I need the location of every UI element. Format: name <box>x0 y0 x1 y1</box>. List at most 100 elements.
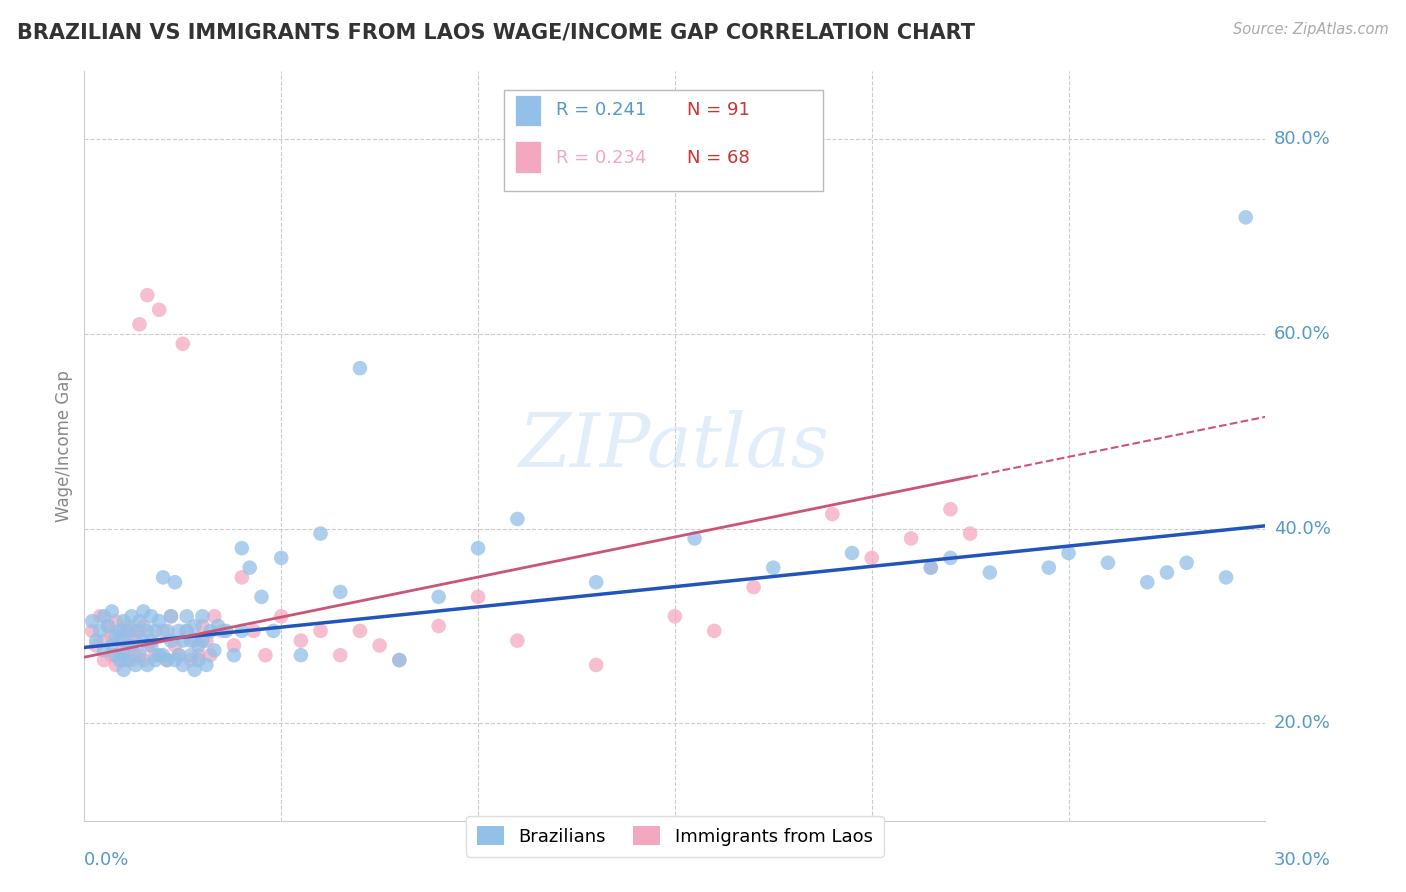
Point <box>231 541 253 556</box>
Point <box>163 639 186 653</box>
Point <box>180 648 202 663</box>
Point <box>112 663 135 677</box>
Point <box>329 585 352 599</box>
Point <box>427 619 450 633</box>
Point <box>585 657 607 672</box>
Point <box>141 609 163 624</box>
Point <box>160 633 183 648</box>
Text: 40.0%: 40.0% <box>1274 520 1330 538</box>
Point <box>180 653 202 667</box>
Point <box>156 653 179 667</box>
Point <box>167 648 190 663</box>
Text: R = 0.241: R = 0.241 <box>555 102 645 120</box>
Point <box>82 624 104 638</box>
Point <box>176 624 198 638</box>
Point <box>187 648 209 663</box>
Point <box>93 653 115 667</box>
Point <box>1215 570 1237 584</box>
Point <box>104 614 127 628</box>
Point <box>132 633 155 648</box>
Point <box>664 609 686 624</box>
Text: Source: ZipAtlas.com: Source: ZipAtlas.com <box>1233 22 1389 37</box>
Point <box>180 633 202 648</box>
Point <box>183 633 205 648</box>
Point <box>427 590 450 604</box>
Point <box>1057 546 1080 560</box>
Text: 60.0%: 60.0% <box>1274 325 1330 343</box>
Point <box>215 624 238 638</box>
Point <box>121 653 143 667</box>
Point <box>506 512 529 526</box>
Point <box>900 532 922 546</box>
Point <box>121 639 143 653</box>
Text: 30.0%: 30.0% <box>1274 851 1330 869</box>
Point <box>117 624 139 638</box>
Point <box>148 648 170 663</box>
Point <box>939 502 962 516</box>
Point <box>112 633 135 648</box>
Point <box>89 609 111 624</box>
Point <box>108 653 131 667</box>
Point <box>250 590 273 604</box>
Point <box>128 624 150 638</box>
Point <box>101 639 124 653</box>
Text: N = 68: N = 68 <box>686 149 749 167</box>
Point <box>112 614 135 628</box>
Point <box>124 657 146 672</box>
Point <box>124 633 146 648</box>
Point <box>104 648 127 663</box>
Text: N = 91: N = 91 <box>686 102 749 120</box>
Point <box>200 648 222 663</box>
Point <box>132 604 155 618</box>
Point <box>112 624 135 638</box>
Y-axis label: Wage/Income Gap: Wage/Income Gap <box>55 370 73 522</box>
Point <box>108 633 131 648</box>
Point <box>349 624 371 638</box>
Point <box>167 648 190 663</box>
Point <box>187 639 209 653</box>
Point <box>143 653 166 667</box>
Text: 20.0%: 20.0% <box>1274 714 1330 732</box>
Point <box>128 318 150 332</box>
Point <box>117 639 139 653</box>
Point <box>979 566 1001 580</box>
Point <box>1175 556 1198 570</box>
Point <box>167 624 190 638</box>
Point <box>117 653 139 667</box>
Point <box>262 624 284 638</box>
Point <box>101 604 124 618</box>
Point <box>89 624 111 638</box>
Point <box>349 361 371 376</box>
Point <box>585 575 607 590</box>
Point <box>222 648 245 663</box>
Point <box>821 507 844 521</box>
Point <box>388 653 411 667</box>
Point <box>132 619 155 633</box>
Point <box>104 629 127 643</box>
Point <box>202 643 225 657</box>
Point <box>143 648 166 663</box>
Point <box>467 541 489 556</box>
Point <box>200 624 222 638</box>
Point <box>141 639 163 653</box>
Point <box>93 633 115 648</box>
Point <box>1234 211 1257 225</box>
Point <box>152 624 174 638</box>
Point <box>920 560 942 574</box>
Point <box>860 550 883 565</box>
Point <box>231 624 253 638</box>
Point <box>172 336 194 351</box>
Point <box>148 614 170 628</box>
FancyBboxPatch shape <box>516 95 541 126</box>
Point <box>683 532 706 546</box>
Point <box>124 624 146 638</box>
Point <box>270 550 292 565</box>
Point <box>93 643 115 657</box>
Point <box>183 663 205 677</box>
Point <box>112 653 135 667</box>
Point <box>136 624 159 638</box>
Point <box>141 633 163 648</box>
Point <box>222 639 245 653</box>
Point <box>939 550 962 565</box>
Point <box>290 633 312 648</box>
